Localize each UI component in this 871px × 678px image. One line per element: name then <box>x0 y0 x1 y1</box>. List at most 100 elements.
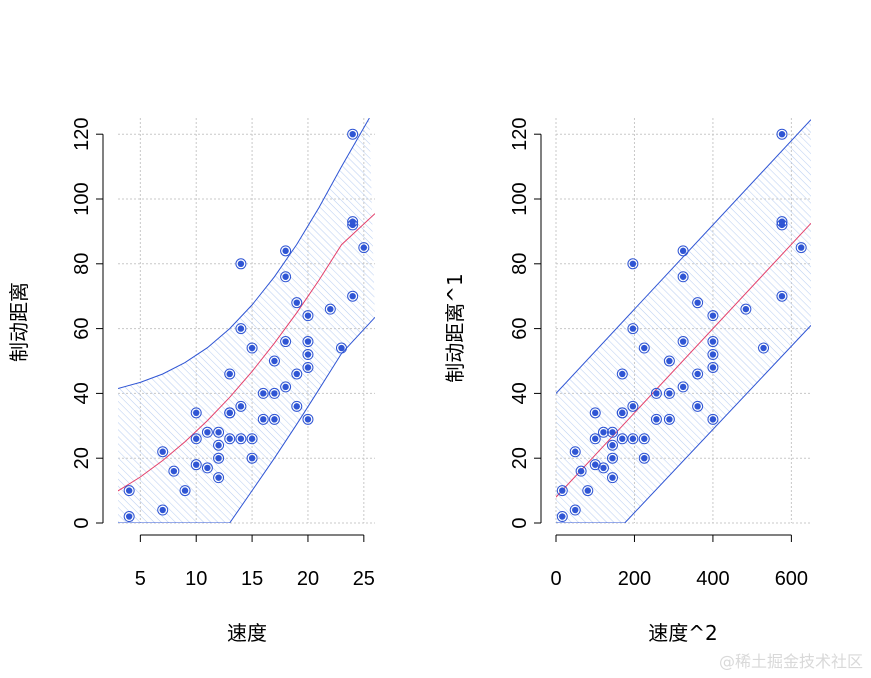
y-tick-label: 40 <box>71 382 93 404</box>
right-axes: 0 200 400 600 0 20 40 60 80 100 120 <box>509 118 808 590</box>
data-point <box>663 355 675 367</box>
right-points <box>556 128 807 523</box>
data-point <box>235 433 247 445</box>
right-panel: 0 200 400 600 0 20 40 60 80 100 120 速度^2 制动距离^1 <box>443 118 811 645</box>
data-point <box>168 465 180 477</box>
x-tick-label: 5 <box>135 568 146 590</box>
data-point <box>246 342 258 354</box>
data-point <box>157 504 169 516</box>
data-point <box>707 336 719 348</box>
data-point <box>213 439 225 451</box>
data-point <box>235 323 247 335</box>
left-points <box>123 128 370 523</box>
data-point <box>677 381 689 393</box>
left-confidence-band <box>118 118 375 523</box>
data-point <box>213 472 225 484</box>
x-tick-label: 200 <box>618 568 651 590</box>
data-point <box>347 216 359 228</box>
data-point <box>606 426 618 438</box>
data-point <box>280 271 292 283</box>
data-point <box>606 472 618 484</box>
data-point <box>257 413 269 425</box>
y-tick-label: 120 <box>71 118 93 151</box>
left-axes: 5 10 15 20 25 0 20 40 60 80 100 120 <box>71 118 375 590</box>
data-point <box>235 258 247 270</box>
data-point <box>179 485 191 497</box>
data-point <box>324 303 336 315</box>
data-point <box>291 368 303 380</box>
data-point <box>123 485 135 497</box>
data-point <box>157 446 169 458</box>
data-point <box>268 413 280 425</box>
right-confidence-band <box>556 119 811 523</box>
data-point <box>677 271 689 283</box>
data-point <box>302 349 314 361</box>
data-point <box>776 290 788 302</box>
data-point <box>190 407 202 419</box>
right-y-axis-label: 制动距离^1 <box>443 273 467 382</box>
data-point <box>575 465 587 477</box>
left-panel: 5 10 15 20 25 0 20 40 60 80 100 120 速度 制动距离 <box>7 118 375 645</box>
data-point <box>692 297 704 309</box>
data-point <box>606 439 618 451</box>
x-tick-label: 25 <box>353 568 375 590</box>
y-tick-label: 0 <box>71 517 93 528</box>
data-point <box>582 485 594 497</box>
data-point <box>776 128 788 140</box>
data-point <box>638 433 650 445</box>
data-point <box>707 361 719 373</box>
data-point <box>569 446 581 458</box>
data-point <box>663 413 675 425</box>
watermark: @稀土掘金技术社区 <box>718 652 863 671</box>
data-point <box>302 361 314 373</box>
data-point <box>616 368 628 380</box>
data-point <box>650 413 662 425</box>
data-point <box>627 323 639 335</box>
data-point <box>291 400 303 412</box>
data-point <box>280 336 292 348</box>
data-point <box>776 216 788 228</box>
data-point <box>347 290 359 302</box>
data-point <box>677 245 689 257</box>
data-point <box>663 387 675 399</box>
right-lower-band-line <box>556 325 811 523</box>
data-point <box>257 387 269 399</box>
left-y-axis-label: 制动距离 <box>7 282 31 362</box>
data-point <box>616 407 628 419</box>
data-point <box>606 452 618 464</box>
data-point <box>213 452 225 464</box>
right-fit-line <box>556 222 811 498</box>
data-point <box>589 433 601 445</box>
data-point <box>650 387 662 399</box>
y-tick-label: 60 <box>509 317 531 339</box>
data-point <box>569 504 581 516</box>
data-point <box>692 400 704 412</box>
y-tick-label: 20 <box>509 447 531 469</box>
data-point <box>556 485 568 497</box>
data-point <box>123 511 135 523</box>
data-point <box>616 433 628 445</box>
x-tick-label: 0 <box>550 568 561 590</box>
left-x-axis-label: 速度 <box>227 621 267 645</box>
y-tick-label: 100 <box>509 182 531 215</box>
x-tick-label: 600 <box>775 568 808 590</box>
data-point <box>190 433 202 445</box>
data-point <box>213 426 225 438</box>
data-point <box>335 342 347 354</box>
data-point <box>707 349 719 361</box>
data-point <box>224 433 236 445</box>
data-point <box>638 342 650 354</box>
data-point <box>597 462 609 474</box>
data-point <box>740 303 752 315</box>
data-point <box>627 258 639 270</box>
data-point <box>358 242 370 254</box>
data-point <box>302 336 314 348</box>
left-lower-band-line <box>118 316 375 523</box>
data-point <box>627 400 639 412</box>
data-point <box>556 511 568 523</box>
y-tick-label: 0 <box>509 517 531 528</box>
y-tick-label: 80 <box>71 253 93 275</box>
data-point <box>291 297 303 309</box>
y-tick-label: 100 <box>71 182 93 215</box>
right-x-axis-label: 速度^2 <box>648 621 717 645</box>
